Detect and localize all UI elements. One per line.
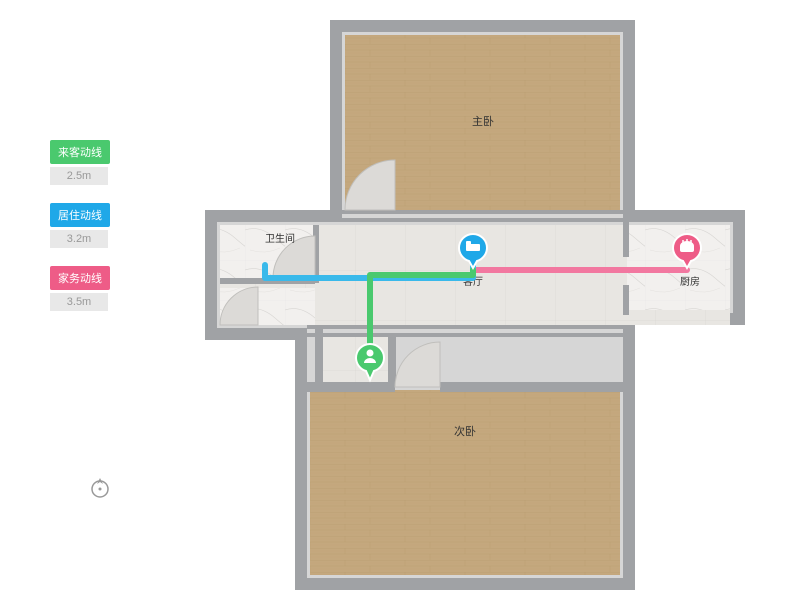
legend: 来客动线 2.5m 居住动线 3.2m 家务动线 3.5m: [50, 140, 110, 311]
wall-segment: [307, 329, 623, 333]
legend-item-chore: 家务动线 3.5m: [50, 266, 110, 311]
wall-segment: [440, 382, 623, 392]
legend-value-live: 3.2m: [50, 230, 108, 248]
legend-label-chore: 家务动线: [50, 266, 110, 290]
label-kitchen: 厨房: [680, 275, 700, 288]
legend-value-guest: 2.5m: [50, 167, 108, 185]
wall-segment: [623, 285, 629, 315]
legend-label-guest: 来客动线: [50, 140, 110, 164]
label-master-bedroom: 主卧: [472, 115, 494, 128]
label-bathroom: 卫生间: [265, 232, 295, 245]
label-secondary-bedroom: 次卧: [454, 424, 476, 438]
legend-item-live: 居住动线 3.2m: [50, 203, 110, 248]
floorplan: 主卧 次卧 卫生间 客厅 厨房: [205, 20, 755, 590]
wall-segment: [342, 214, 623, 218]
legend-item-guest: 来客动线 2.5m: [50, 140, 110, 185]
legend-label-live: 居住动线: [50, 203, 110, 227]
wall-segment: [623, 222, 629, 257]
legend-value-chore: 3.5m: [50, 293, 108, 311]
wall-segment: [307, 382, 395, 392]
wall-segment: [315, 325, 323, 385]
compass-icon: [88, 475, 112, 499]
wall-segment: [388, 337, 396, 387]
room-secondary-bedroom: [310, 390, 620, 575]
